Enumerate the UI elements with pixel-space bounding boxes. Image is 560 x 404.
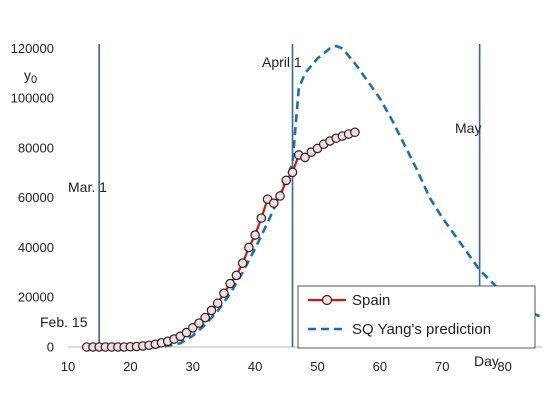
y-tick-label: 60000 (18, 190, 54, 205)
x-tick-label: 40 (248, 359, 262, 374)
data-point-spain (256, 213, 267, 223)
legend-box (297, 285, 536, 349)
data-point-spain (300, 152, 310, 163)
x-tick-label: 10 (61, 359, 75, 374)
axes: 10 20 30 40 50 60 70 80 0 20000 40000 60000 80000 100… (11, 41, 542, 374)
data-point-spain (206, 305, 217, 316)
y-axis-label: y0 (24, 67, 37, 86)
data-point-spain (200, 312, 211, 323)
x-tick-label: 50 (310, 359, 324, 374)
legend: Spain SQ Yang's prediction (297, 285, 536, 349)
annotations: Feb. 15 Mar. 1 April 1 May (40, 54, 481, 330)
data-point-spain (250, 230, 260, 240)
data-point-spain (181, 327, 192, 338)
data-point-spain (350, 127, 360, 138)
data-point-spain (212, 298, 223, 309)
data-point-spain (225, 278, 235, 289)
x-tick-label: 30 (186, 359, 200, 374)
y-tick-label: 40000 (18, 240, 54, 255)
data-point-spain (287, 167, 298, 178)
data-point-spain (275, 191, 285, 201)
x-tick-label: 20 (123, 359, 137, 374)
data-point-spain (231, 270, 242, 281)
y-tick-label: 120000 (11, 41, 54, 56)
data-point-spain (269, 198, 279, 208)
y-tick-label: 80000 (18, 140, 54, 155)
line-label: April 1 (262, 54, 302, 70)
data-point-spain (244, 242, 254, 253)
data-point-spain (187, 323, 198, 333)
x-tick-label: 70 (435, 359, 449, 374)
x-tick-label: 80 (497, 359, 511, 374)
y-tick-label: 20000 (18, 290, 54, 305)
legend-label-spain: Spain (352, 292, 390, 309)
series-line-prediction (86, 44, 543, 349)
x-tick-label: 60 (373, 359, 387, 374)
legend-marker-spain (321, 294, 333, 306)
series-layer (81, 44, 543, 352)
line-label: Mar. 1 (68, 179, 107, 195)
data-point-spain (237, 258, 248, 268)
data-point-spain (281, 175, 292, 186)
x-axis-label: Day (474, 353, 499, 369)
data-point-spain (194, 318, 204, 328)
legend-label-prediction: SQ Yang's prediction (352, 321, 491, 338)
y-tick-label: 100000 (11, 91, 54, 106)
y-tick-label: 0 (47, 340, 54, 355)
line-label: May (455, 120, 481, 136)
data-point-spain (219, 288, 229, 299)
line-label: Feb. 15 (40, 314, 88, 330)
